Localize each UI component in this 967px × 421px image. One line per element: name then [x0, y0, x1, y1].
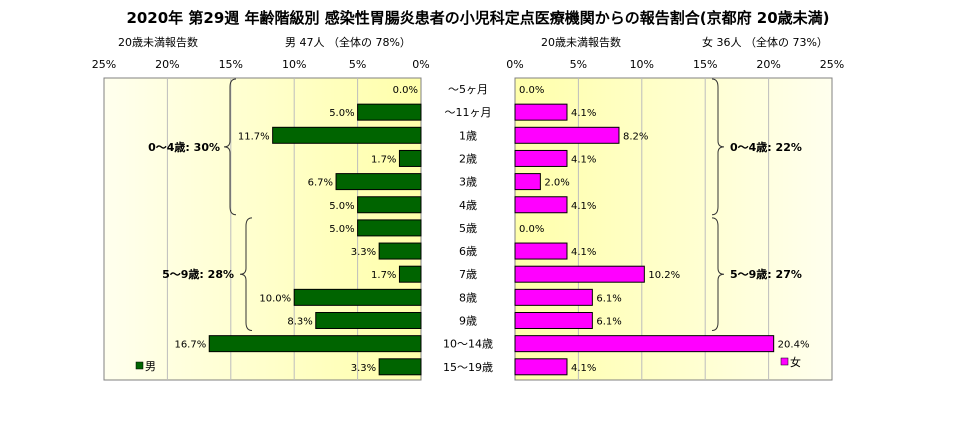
male-tick-label: 20% [155, 58, 179, 71]
female-bar [514, 126, 620, 144]
male-bar [272, 126, 422, 144]
male-age-5-9-total: 5～9歳: 28% [162, 267, 234, 281]
female-bar [514, 103, 568, 121]
male-header-count-label: 20歳未満報告数 [118, 36, 198, 49]
female-age-5-9-brace [711, 217, 725, 331]
female-plot-area [514, 77, 833, 381]
female-tick-label: 5% [570, 58, 587, 71]
male-legend-swatch [135, 361, 144, 370]
male-value-label: 1.7% [371, 270, 396, 281]
male-bar [398, 265, 422, 283]
female-bar [514, 149, 568, 167]
female-value-label: 0.0% [519, 85, 544, 96]
male-bar [378, 242, 422, 260]
category-label: 2歳 [459, 152, 477, 165]
brace-layer [223, 78, 725, 331]
female-bar [514, 196, 568, 214]
female-value-label: 20.4% [778, 340, 810, 351]
male-bar [293, 288, 422, 306]
male-value-label: 5.0% [329, 224, 354, 235]
male-value-label: 5.0% [329, 108, 354, 119]
category-label: 6歳 [459, 245, 477, 258]
male-value-label: 16.7% [174, 340, 206, 351]
male-bar [208, 335, 422, 353]
category-label: 7歳 [459, 268, 477, 281]
male-bar [357, 196, 422, 214]
female-value-label: 4.1% [571, 108, 596, 119]
female-header-total: 女 36人 （全体の 73%） [702, 35, 828, 49]
male-legend-label: 男 [145, 360, 156, 373]
male-value-label: 10.0% [259, 293, 291, 304]
female-value-label: 4.1% [571, 363, 596, 374]
male-bar [357, 103, 422, 121]
category-label: 8歳 [459, 291, 477, 304]
bar-layer [208, 103, 775, 376]
male-value-label: 3.3% [351, 247, 376, 258]
female-age-0-4-brace [711, 78, 725, 216]
category-label: 10～14歳 [443, 338, 493, 351]
male-bar [357, 219, 422, 237]
female-age-5-9-total: 5～9歳: 27% [730, 267, 802, 281]
female-bar [514, 335, 775, 353]
male-bar [335, 173, 422, 191]
female-legend-swatch [780, 357, 789, 366]
female-value-label: 2.0% [544, 178, 569, 189]
female-tick-label: 15% [693, 58, 717, 71]
male-value-label: 0.0% [393, 85, 418, 96]
male-header-total: 男 47人 （全体の 78%） [285, 35, 411, 49]
label-layer: 25% 20% 15% 10% 5% 0% 0% 5% 10% 15% 20% 25% ～5ヶ月 ～11ヶ… [92, 58, 844, 374]
male-value-label: 5.0% [329, 201, 354, 212]
male-bar [378, 358, 422, 376]
male-tick-label: 5% [349, 58, 366, 71]
male-tick-label: 10% [282, 58, 306, 71]
female-tick-label: 10% [630, 58, 654, 71]
male-value-label: 3.3% [351, 363, 376, 374]
category-label: 15～19歳 [443, 361, 493, 374]
category-label: 5歳 [459, 222, 477, 235]
male-age-0-4-total: 0～4歳: 30% [148, 140, 220, 154]
female-value-label: 6.1% [596, 293, 621, 304]
female-bar [514, 242, 568, 260]
female-value-label: 0.0% [519, 224, 544, 235]
female-value-label: 4.1% [571, 247, 596, 258]
female-tick-label: 0% [506, 58, 523, 71]
male-tick-label: 25% [92, 58, 116, 71]
male-tick-label: 15% [219, 58, 243, 71]
category-label: 9歳 [459, 315, 477, 328]
female-value-label: 4.1% [571, 154, 596, 165]
category-label: ～5ヶ月 [448, 83, 488, 96]
female-bar [514, 312, 593, 329]
female-bar [514, 265, 645, 283]
male-value-label: 8.3% [287, 317, 312, 328]
male-value-label: 1.7% [371, 154, 396, 165]
category-label: 3歳 [459, 176, 477, 189]
chart-title: 2020年 第29週 年齢階級別 感染性胃腸炎患者の小児科定点医療機関からの報告… [126, 9, 829, 27]
male-age-5-9-brace [239, 217, 253, 331]
category-label: ～11ヶ月 [445, 106, 492, 119]
male-tick-label: 0% [412, 58, 429, 71]
female-bar [514, 288, 593, 306]
female-header-count-label: 20歳未満報告数 [541, 36, 621, 49]
male-bar [398, 149, 422, 167]
male-bar [315, 312, 422, 329]
male-value-label: 11.7% [238, 131, 270, 142]
female-legend-label: 女 [790, 355, 801, 369]
female-value-label: 4.1% [571, 201, 596, 212]
female-tick-label: 25% [820, 58, 844, 71]
female-value-label: 10.2% [648, 270, 680, 281]
female-age-0-4-total: 0～4歳: 22% [730, 140, 802, 154]
female-value-label: 6.1% [596, 317, 621, 328]
female-bar [514, 173, 541, 191]
category-label: 1歳 [459, 129, 477, 142]
female-tick-label: 20% [756, 58, 780, 71]
female-value-label: 8.2% [623, 131, 648, 142]
male-age-0-4-brace [223, 78, 237, 216]
category-label: 4歳 [459, 199, 477, 212]
female-bar [514, 358, 568, 376]
male-value-label: 6.7% [308, 178, 333, 189]
